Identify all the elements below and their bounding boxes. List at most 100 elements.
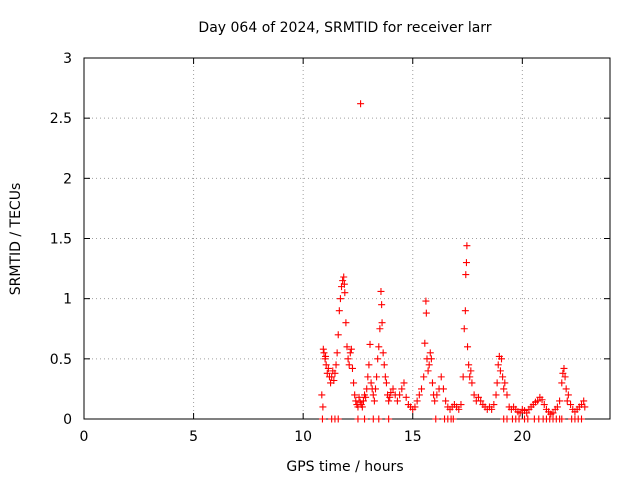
data-point <box>418 385 426 393</box>
data-point <box>339 277 347 285</box>
data-point <box>459 373 467 381</box>
data-points <box>318 100 589 423</box>
data-point <box>462 259 470 267</box>
data-point <box>382 379 390 387</box>
data-point <box>374 355 382 363</box>
data-point <box>461 307 469 315</box>
data-point <box>376 325 384 333</box>
data-point <box>413 397 421 405</box>
data-point <box>415 391 423 399</box>
data-point <box>320 349 328 357</box>
data-point <box>387 389 395 397</box>
data-point <box>457 401 465 409</box>
data-point <box>378 319 386 327</box>
data-point <box>468 379 476 387</box>
data-point <box>467 367 475 375</box>
data-point <box>393 397 401 405</box>
data-point <box>449 415 457 423</box>
data-point <box>323 369 331 377</box>
x-axis-label: GPS time / hours <box>286 459 403 475</box>
data-point <box>523 409 531 417</box>
y-tick-label: 0 <box>63 412 72 428</box>
data-point <box>398 385 406 393</box>
data-point <box>503 391 511 399</box>
data-point <box>340 273 348 281</box>
data-point <box>378 301 386 309</box>
y-tick-label: 1 <box>63 292 72 308</box>
y-tick-label: 3 <box>63 51 72 67</box>
data-point <box>500 385 508 393</box>
data-point <box>560 364 568 372</box>
data-point <box>420 373 428 381</box>
x-tick-label: 5 <box>189 429 198 445</box>
data-point <box>437 373 445 381</box>
data-point <box>336 295 344 303</box>
data-point <box>498 355 506 363</box>
data-point <box>402 393 410 401</box>
y-tick-label: 0.5 <box>50 352 72 368</box>
data-point <box>355 393 363 401</box>
data-point <box>553 403 561 411</box>
data-point <box>442 397 450 405</box>
data-point <box>455 405 463 413</box>
data-point <box>340 280 348 288</box>
data-point <box>386 393 394 401</box>
data-point <box>352 397 360 405</box>
data-point <box>335 307 343 315</box>
data-point <box>563 397 571 405</box>
data-point <box>524 415 532 423</box>
data-point <box>319 345 327 353</box>
data-point <box>501 379 509 387</box>
data-point <box>534 397 542 405</box>
x-tick-label: 10 <box>294 429 312 445</box>
data-point <box>581 403 589 411</box>
data-point <box>369 391 377 399</box>
data-point <box>385 397 393 405</box>
data-point <box>428 379 436 387</box>
data-point <box>345 361 353 369</box>
data-point <box>344 355 352 363</box>
data-point <box>562 385 570 393</box>
data-point <box>549 409 557 417</box>
data-point <box>331 369 339 377</box>
data-point <box>380 361 388 369</box>
data-point <box>347 345 355 353</box>
data-point <box>358 403 366 411</box>
data-point <box>350 379 358 387</box>
x-tick-label: 15 <box>404 429 422 445</box>
data-point <box>375 415 383 423</box>
data-point <box>318 415 326 423</box>
data-point <box>580 397 588 405</box>
data-point <box>319 403 327 411</box>
data-point <box>334 415 342 423</box>
data-point <box>364 373 372 381</box>
data-point <box>421 339 429 347</box>
data-point <box>433 391 441 399</box>
y-axis-label: SRMTID / TECUs <box>8 183 24 296</box>
data-point <box>460 325 468 333</box>
data-point <box>375 343 383 351</box>
data-point <box>377 287 385 295</box>
data-point <box>343 343 351 351</box>
data-point <box>357 100 365 108</box>
y-tick-label: 1.5 <box>50 232 72 248</box>
data-point <box>370 397 378 405</box>
data-point <box>348 364 356 372</box>
data-point <box>373 373 381 381</box>
data-point <box>322 352 330 360</box>
data-point <box>427 355 435 363</box>
data-point <box>379 349 387 357</box>
data-point <box>561 373 569 381</box>
data-point <box>559 369 567 377</box>
data-point <box>463 242 471 250</box>
data-point <box>333 349 341 357</box>
data-point <box>411 403 419 411</box>
data-point <box>400 379 408 387</box>
data-point <box>475 393 482 401</box>
data-point <box>578 415 586 423</box>
data-point <box>365 361 373 369</box>
data-point <box>318 391 326 399</box>
x-tick-label: 0 <box>80 429 89 445</box>
data-point <box>396 391 404 399</box>
data-point <box>359 397 367 405</box>
